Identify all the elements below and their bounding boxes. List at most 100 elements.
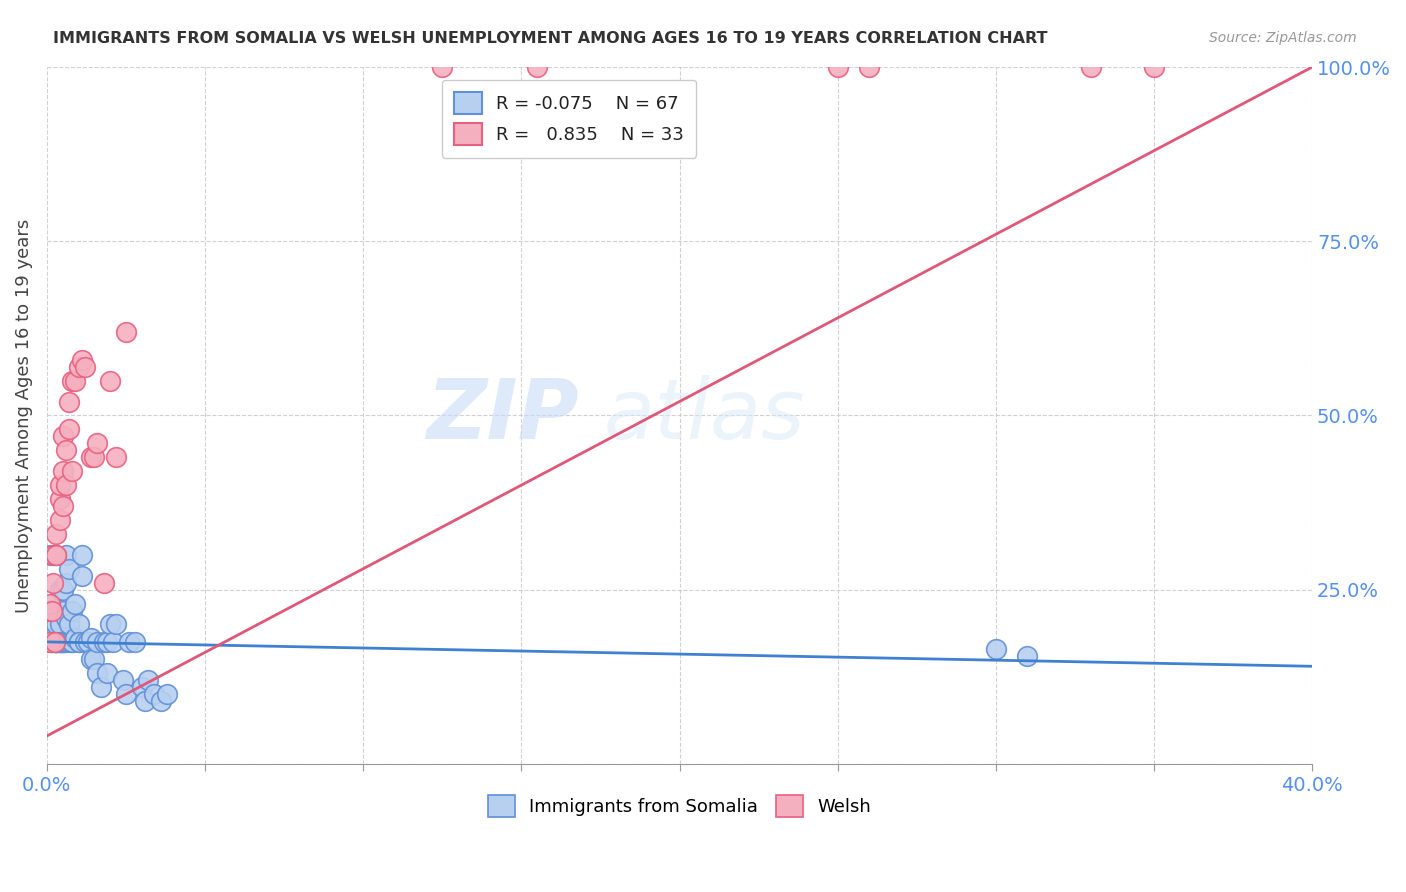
Point	[65, 632, 87, 646]
Point	[96, 635, 118, 649]
Point	[80, 632, 103, 646]
Point	[37, 635, 59, 649]
Point	[44, 635, 66, 649]
Point	[55, 610, 77, 624]
Point	[42, 632, 65, 646]
Point	[52, 499, 75, 513]
Point	[83, 450, 105, 465]
Point	[105, 450, 128, 465]
Point	[52, 603, 75, 617]
Point	[55, 635, 77, 649]
Point	[49, 635, 72, 649]
Point	[45, 635, 67, 649]
Point	[73, 635, 96, 649]
Point	[111, 673, 134, 688]
Point	[52, 635, 75, 649]
Point	[58, 635, 80, 649]
Point	[827, 60, 849, 74]
Point	[45, 527, 67, 541]
Text: IMMIGRANTS FROM SOMALIA VS WELSH UNEMPLOYMENT AMONG AGES 16 TO 19 YEARS CORRELAT: IMMIGRANTS FROM SOMALIA VS WELSH UNEMPLO…	[53, 31, 1047, 46]
Point	[52, 635, 75, 649]
Point	[90, 680, 112, 694]
Point	[58, 394, 80, 409]
Point	[124, 635, 146, 649]
Point	[156, 687, 179, 701]
Point	[86, 666, 108, 681]
Point	[98, 374, 121, 388]
Point	[48, 513, 70, 527]
Point	[39, 603, 62, 617]
Point	[58, 422, 80, 436]
Point	[1080, 60, 1102, 74]
Point	[93, 635, 115, 649]
Point	[52, 635, 75, 649]
Point	[48, 617, 70, 632]
Point	[1017, 648, 1039, 663]
Point	[45, 617, 67, 632]
Point	[45, 635, 67, 649]
Point	[83, 652, 105, 666]
Text: Source: ZipAtlas.com: Source: ZipAtlas.com	[1209, 31, 1357, 45]
Point	[48, 478, 70, 492]
Point	[103, 635, 125, 649]
Point	[55, 478, 77, 492]
Point	[42, 603, 65, 617]
Point	[60, 603, 83, 617]
Point	[1143, 60, 1166, 74]
Point	[70, 568, 93, 582]
Point	[42, 635, 65, 649]
Point	[96, 666, 118, 681]
Point	[67, 359, 90, 374]
Point	[80, 652, 103, 666]
Point	[55, 548, 77, 562]
Point	[65, 374, 87, 388]
Point	[73, 359, 96, 374]
Point	[41, 603, 63, 617]
Point	[58, 617, 80, 632]
Point	[45, 635, 67, 649]
Legend: Immigrants from Somalia, Welsh: Immigrants from Somalia, Welsh	[481, 788, 879, 824]
Point	[42, 575, 65, 590]
Y-axis label: Unemployment Among Ages 16 to 19 years: Unemployment Among Ages 16 to 19 years	[15, 219, 32, 613]
Point	[45, 635, 67, 649]
Point	[60, 464, 83, 478]
Point	[115, 687, 138, 701]
Point	[984, 641, 1007, 656]
Point	[52, 464, 75, 478]
Point	[39, 597, 62, 611]
Point	[526, 60, 548, 74]
Point	[131, 680, 153, 694]
Point	[67, 635, 90, 649]
Point	[432, 60, 454, 74]
Point	[39, 548, 62, 562]
Text: ZIP: ZIP	[426, 375, 578, 456]
Point	[48, 635, 70, 649]
Point	[77, 635, 100, 649]
Point	[118, 635, 141, 649]
Point	[52, 429, 75, 443]
Point	[55, 443, 77, 458]
Point	[55, 575, 77, 590]
Point	[52, 582, 75, 597]
Point	[60, 635, 83, 649]
Point	[67, 617, 90, 632]
Point	[80, 450, 103, 465]
Point	[41, 635, 63, 649]
Point	[42, 548, 65, 562]
Point	[136, 673, 159, 688]
Point	[48, 582, 70, 597]
Point	[48, 635, 70, 649]
Point	[60, 635, 83, 649]
Point	[115, 325, 138, 339]
Point	[65, 597, 87, 611]
Point	[48, 491, 70, 506]
Point	[149, 694, 172, 708]
Point	[67, 635, 90, 649]
Point	[58, 562, 80, 576]
Text: atlas: atlas	[603, 375, 806, 456]
Point	[93, 575, 115, 590]
Point	[86, 436, 108, 450]
Point	[37, 603, 59, 617]
Point	[134, 694, 156, 708]
Point	[70, 352, 93, 367]
